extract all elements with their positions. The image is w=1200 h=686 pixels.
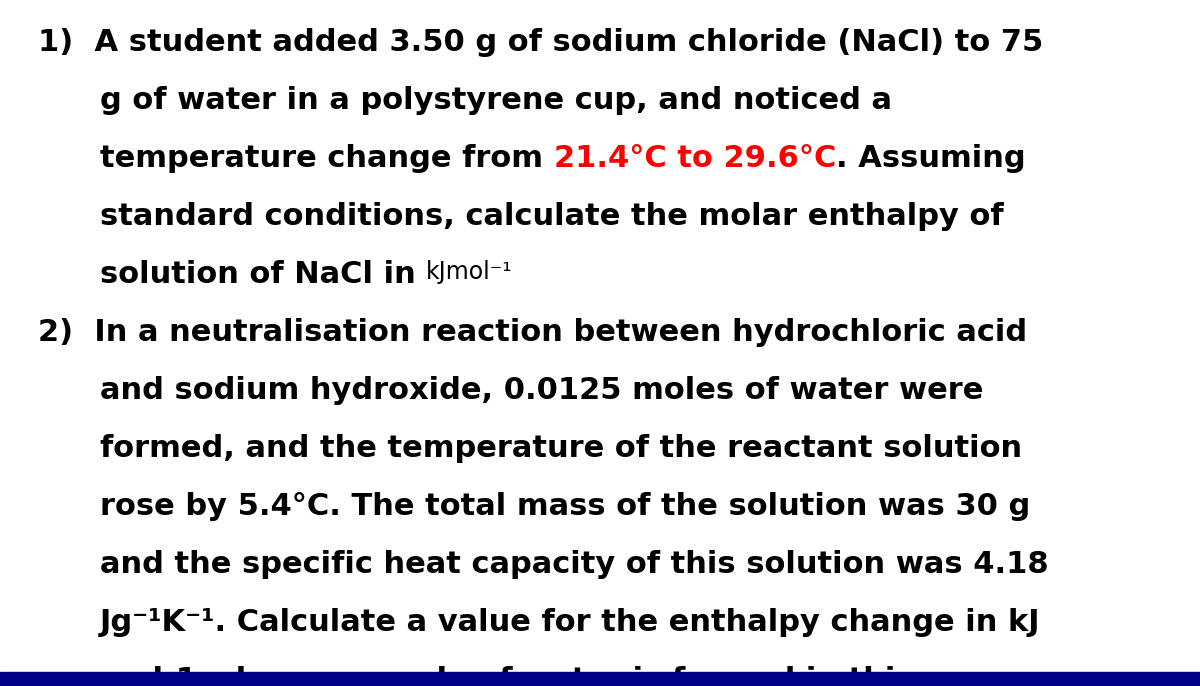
Text: standard conditions, calculate the molar enthalpy of: standard conditions, calculate the molar…: [100, 202, 1003, 231]
Text: 1)  A student added 3.50 g of sodium chloride (NaCl) to 75: 1) A student added 3.50 g of sodium chlo…: [38, 28, 1043, 57]
Text: . Assuming: . Assuming: [836, 144, 1026, 173]
Text: and sodium hydroxide, 0.0125 moles of water were: and sodium hydroxide, 0.0125 moles of wa…: [100, 376, 983, 405]
Text: and the specific heat capacity of this solution was 4.18: and the specific heat capacity of this s…: [100, 550, 1049, 579]
Text: formed, and the temperature of the reactant solution: formed, and the temperature of the react…: [100, 434, 1022, 463]
Text: solution of NaCl in: solution of NaCl in: [100, 260, 426, 289]
Text: Jg⁻¹K⁻¹. Calculate a value for the enthalpy change in kJ: Jg⁻¹K⁻¹. Calculate a value for the entha…: [100, 608, 1040, 637]
Bar: [0, 672, 1200, 686]
Text: rose by 5.4°C. The total mass of the solution was 30 g: rose by 5.4°C. The total mass of the sol…: [100, 492, 1031, 521]
Text: 2)  In a neutralisation reaction between hydrochloric acid: 2) In a neutralisation reaction between …: [38, 318, 1027, 347]
Text: temperature change from: temperature change from: [100, 144, 553, 173]
Text: g of water in a polystyrene cup, and noticed a: g of water in a polystyrene cup, and not…: [100, 86, 892, 115]
Text: mol-1 when one mole of water is formed in this: mol-1 when one mole of water is formed i…: [100, 666, 913, 686]
Text: kJmol⁻¹: kJmol⁻¹: [426, 260, 514, 284]
Text: 21.4°C to 29.6°C: 21.4°C to 29.6°C: [553, 144, 836, 173]
